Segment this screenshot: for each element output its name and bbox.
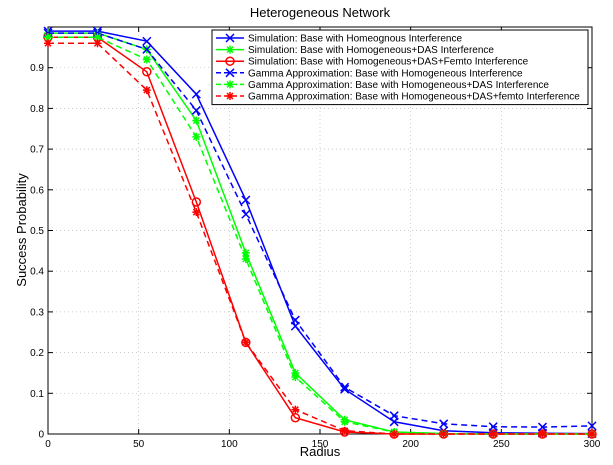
star-marker bbox=[142, 55, 151, 64]
y-tick-label: 0.6 bbox=[30, 185, 44, 196]
star-marker bbox=[142, 86, 151, 95]
legend-entry-label: Gamma Approximation: Base with Homogeneo… bbox=[248, 80, 549, 91]
x-marker bbox=[92, 28, 103, 38]
x-marker bbox=[340, 382, 350, 392]
y-tick-label: 0.9 bbox=[30, 63, 44, 74]
star-marker bbox=[390, 430, 399, 438]
x-marker bbox=[225, 33, 235, 43]
chart-title: Heterogeneous Network bbox=[250, 5, 391, 20]
axis-ticks: 0 50 100 150 200 250 300 0 0.1 0.2 0.3 0.4 0.5 0.6 0.7… bbox=[30, 27, 601, 450]
legend-entry-label: Simulation: Base with Homogeneous+DAS+Fe… bbox=[248, 57, 529, 68]
star-marker bbox=[226, 80, 234, 89]
x-marker bbox=[191, 105, 201, 115]
x-marker bbox=[587, 421, 597, 431]
legend-entry-label: Simulation: Base with Homeognous Interfe… bbox=[248, 34, 462, 45]
x-tick-label: 100 bbox=[221, 439, 238, 450]
y-tick-label: 0.1 bbox=[30, 389, 44, 400]
star-marker bbox=[44, 33, 52, 42]
y-tick-label: 0 bbox=[38, 430, 44, 441]
x-tick-label: 200 bbox=[402, 439, 419, 450]
x-tick-label: 50 bbox=[133, 439, 145, 450]
star-marker bbox=[439, 430, 448, 438]
x-marker bbox=[537, 422, 548, 432]
x-marker bbox=[142, 36, 152, 46]
legend: Simulation: Base with Homeognous Interfe… bbox=[211, 29, 589, 106]
x-marker bbox=[241, 209, 251, 219]
series-group bbox=[44, 39, 596, 438]
x-tick-label: 150 bbox=[312, 439, 329, 450]
y-axis-label: Success Probability bbox=[14, 173, 29, 287]
star-marker bbox=[192, 208, 201, 217]
star-marker bbox=[588, 430, 596, 438]
x-marker bbox=[191, 89, 201, 99]
star-marker bbox=[226, 92, 234, 100]
circle-marker bbox=[290, 412, 301, 423]
star-marker bbox=[291, 368, 300, 377]
star-marker bbox=[241, 254, 250, 263]
legend-entry-label: Simulation: Base with Homogeneous+DAS In… bbox=[248, 45, 494, 56]
series-lines bbox=[43, 26, 597, 439]
y-tick-label: 0.8 bbox=[30, 104, 44, 115]
series-group bbox=[43, 28, 597, 432]
circle-marker bbox=[225, 56, 235, 66]
star-marker bbox=[291, 373, 300, 382]
star-marker bbox=[340, 426, 349, 435]
x-marker bbox=[488, 422, 498, 432]
star-marker bbox=[93, 33, 102, 42]
y-tick-label: 0.5 bbox=[30, 226, 44, 237]
y-tick-label: 0.3 bbox=[30, 307, 44, 318]
x-marker bbox=[439, 419, 449, 429]
x-tick-label: 0 bbox=[45, 439, 51, 450]
y-tick-label: 0.4 bbox=[30, 267, 44, 278]
series-line bbox=[48, 32, 593, 428]
series-line bbox=[48, 30, 593, 435]
y-tick-label: 0.2 bbox=[30, 348, 44, 359]
star-marker bbox=[340, 417, 349, 426]
x-marker bbox=[43, 28, 53, 38]
star-marker bbox=[489, 430, 498, 438]
x-marker bbox=[340, 384, 350, 394]
circle-marker bbox=[142, 67, 152, 77]
legend-box bbox=[211, 29, 589, 106]
legend-entry-label: Gamma Approximation: Base with Homogeneo… bbox=[248, 68, 523, 79]
x-tick-label: 250 bbox=[493, 439, 510, 450]
series-line bbox=[48, 36, 592, 435]
series-line bbox=[48, 42, 592, 435]
circle-marker bbox=[191, 197, 202, 207]
star-marker bbox=[192, 116, 201, 125]
x-marker bbox=[142, 44, 152, 54]
star-marker bbox=[192, 132, 201, 141]
star-marker bbox=[538, 430, 547, 438]
star-marker bbox=[241, 248, 250, 257]
star-marker bbox=[291, 405, 300, 414]
legend-entry-label: Gamma Approximation: Base with Homogeneo… bbox=[248, 92, 580, 103]
x-marker bbox=[389, 411, 399, 421]
x-marker bbox=[241, 195, 251, 205]
x-axis-label: Radius bbox=[300, 444, 341, 459]
x-marker bbox=[225, 68, 235, 78]
x-marker bbox=[290, 315, 300, 325]
x-tick-label: 300 bbox=[584, 439, 601, 450]
star-marker bbox=[241, 338, 250, 347]
star-marker bbox=[93, 39, 102, 48]
star-marker bbox=[44, 39, 52, 48]
y-tick-label: 0.7 bbox=[30, 145, 44, 156]
star-marker bbox=[226, 45, 234, 54]
